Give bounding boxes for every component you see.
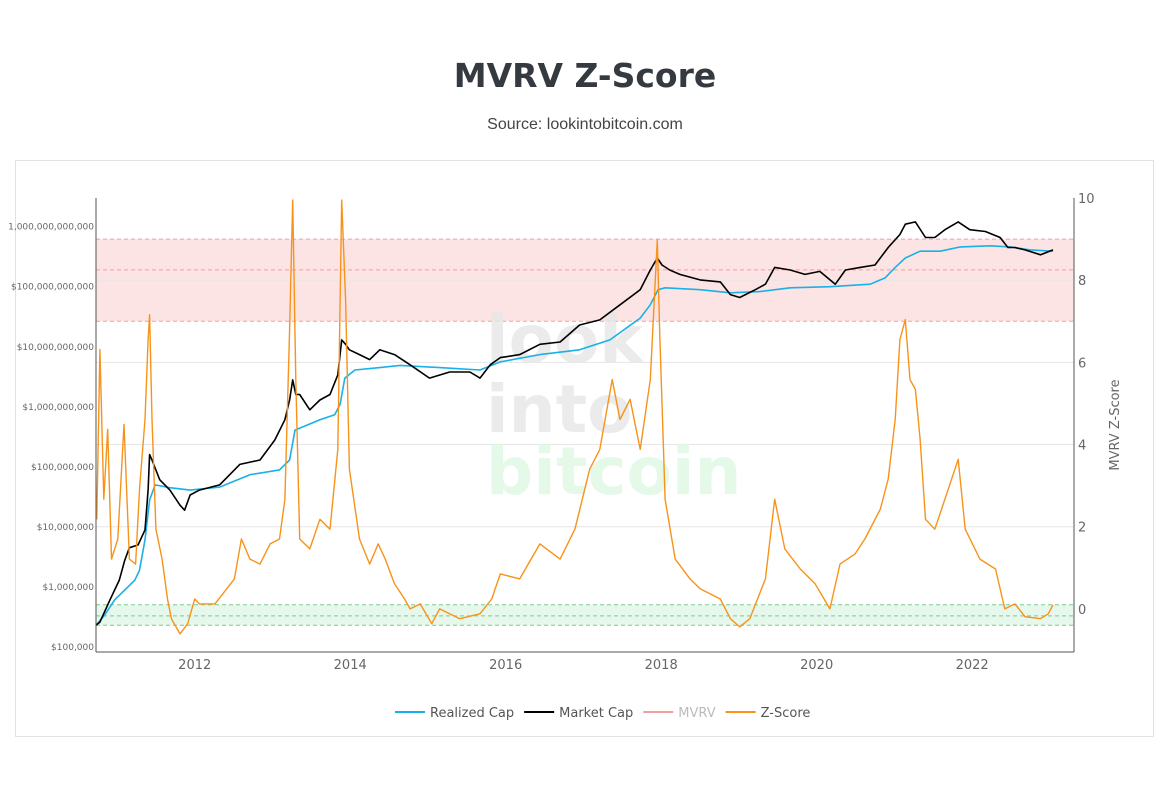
watermark-look: look: [486, 301, 645, 378]
watermark-bitcoin: bitcoin: [486, 433, 742, 510]
legend-label: Realized Cap: [430, 706, 514, 721]
watermark-into: into: [486, 371, 633, 448]
axes: 0 2 4 6 8 10 $100,000 $1,000,000 $10,000,000 $100…: [8, 192, 1094, 673]
x-tick-label: 2014: [334, 658, 367, 673]
page-title: MVRV Z-Score: [453, 56, 717, 95]
page-subtitle: Source: lookintobitcoin.com: [487, 116, 683, 133]
series-lines: [95, 199, 1054, 635]
left-tick-label: $10,000,000: [37, 523, 95, 533]
x-tick-label: 2022: [956, 658, 989, 673]
right-axis-label: MVRV Z-Score: [1108, 379, 1123, 470]
left-tick-label: $1,000,000,000: [22, 403, 94, 413]
series-realized-cap: [95, 245, 1054, 626]
grid: [96, 279, 1074, 528]
legend-label: Z-Score: [761, 706, 811, 721]
series-z-score: [96, 199, 1054, 635]
right-tick-label: 8: [1078, 274, 1086, 289]
x-tick-label: 2018: [645, 658, 678, 673]
right-tick-label: 6: [1078, 356, 1086, 371]
right-tick-label: 2: [1078, 521, 1086, 536]
legend-item-market-cap[interactable]: Market Cap: [524, 706, 633, 721]
legend-item-mvrv[interactable]: MVRV: [643, 706, 716, 721]
legend-item-realized-cap[interactable]: Realized Cap: [395, 706, 514, 721]
x-tick-label: 2012: [178, 658, 211, 673]
x-tick-label: 2020: [800, 658, 833, 673]
series-market-cap: [95, 221, 1054, 626]
right-tick-label: 4: [1078, 439, 1086, 454]
left-tick-label: $100,000,000,000: [11, 283, 94, 293]
legend: Realized Cap Market Cap MVRV Z-Score: [395, 706, 810, 721]
left-tick-label: $1,000,000: [42, 583, 94, 593]
left-tick-label: 1,000,000,000,000: [8, 223, 94, 233]
left-tick-label: $100,000: [51, 643, 94, 653]
x-tick-label: 2016: [489, 658, 522, 673]
legend-label: MVRV: [678, 706, 715, 721]
right-tick-label: 10: [1078, 192, 1095, 207]
watermark: look into bitcoin: [486, 301, 742, 510]
left-tick-label: $100,000,000: [31, 463, 94, 473]
legend-item-z-score[interactable]: Z-Score: [725, 706, 811, 721]
right-tick-label: 0: [1078, 603, 1086, 618]
left-tick-label: $10,000,000,000: [17, 343, 95, 353]
legend-label: Market Cap: [559, 706, 633, 721]
band-undervalued: [96, 604, 1074, 626]
chart-card: [15, 160, 1154, 737]
